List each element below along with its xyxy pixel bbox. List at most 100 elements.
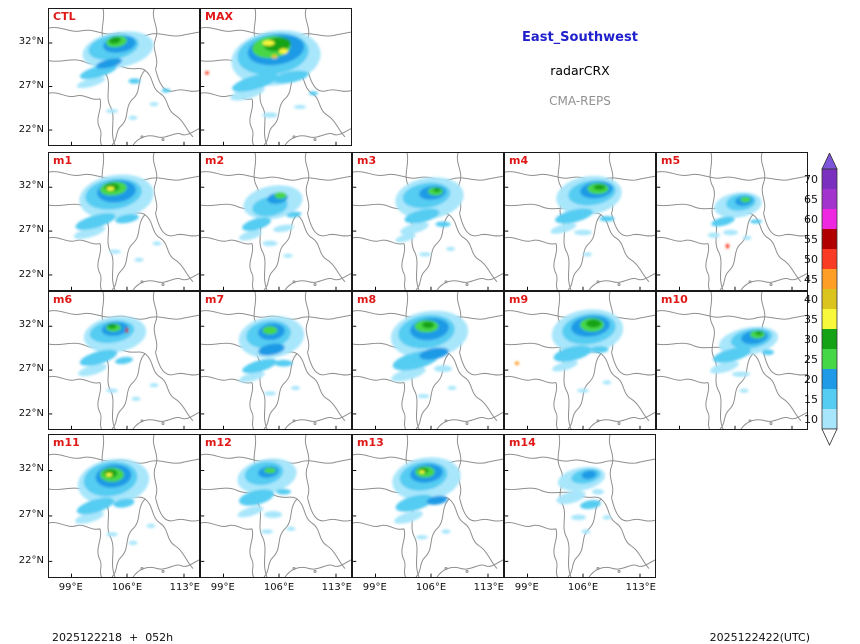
panel-map — [201, 435, 351, 577]
panel-m8: m8 — [352, 291, 504, 430]
radar-echoes — [708, 192, 762, 249]
panel-m7: m7 — [200, 291, 352, 430]
lon-tick-label: 99°E — [514, 582, 539, 593]
panel-label: m11 — [53, 436, 80, 449]
panel-map — [49, 9, 199, 145]
lat-tick-label: 22°N — [18, 268, 44, 280]
province-outlines — [657, 153, 807, 290]
lon-tick-label: 106°E — [415, 582, 447, 593]
panel-map — [657, 153, 807, 290]
radar-echoes — [75, 458, 156, 546]
colorbar-tick-label: 10 — [804, 413, 818, 426]
lat-tick-label: 27°N — [18, 79, 44, 91]
colorbar-tick-label: 25 — [804, 353, 818, 366]
lon-tick-label: 113°E — [169, 582, 200, 593]
lon-tick-label: 99°E — [58, 582, 83, 593]
axis-ticks — [505, 326, 640, 429]
radar-echoes — [514, 309, 624, 393]
lon-tick-label: 106°E — [263, 582, 295, 593]
radar-echoes — [78, 316, 159, 401]
panel-map — [353, 292, 503, 429]
panel-m1: m1 — [48, 152, 200, 291]
panel-label: m1 — [53, 154, 73, 167]
lat-tick-label: 22°N — [18, 123, 44, 135]
axis-ticks — [505, 187, 640, 290]
radar-echoes — [710, 326, 779, 393]
panel-label: CTL — [53, 10, 76, 23]
panel-m10: m10 — [656, 291, 808, 430]
radar-echoes — [556, 466, 612, 534]
axis-ticks — [505, 471, 640, 578]
lon-tick-label: 99°E — [362, 582, 387, 593]
colorbar-tick-label: 55 — [804, 233, 818, 246]
footer-init-line1: 2025122218 + 052h — [52, 631, 174, 644]
axis-ticks — [201, 471, 336, 578]
colorbar-tick-label: 65 — [804, 193, 818, 206]
colorbar-over-arrow — [821, 152, 838, 170]
panel-label: m14 — [509, 436, 536, 449]
axis-ticks — [201, 326, 336, 429]
lat-tick-label: 27°N — [18, 509, 44, 521]
colorbar-tick-label: 35 — [804, 313, 818, 326]
lat-tick-label: 32°N — [18, 179, 44, 191]
province-outlines — [353, 435, 503, 577]
lon-tick-label: 106°E — [111, 582, 143, 593]
footer-init-times: 2025122218 + 052h 2025122302 + 052h — [52, 600, 173, 644]
panel-MAX: MAX — [200, 8, 352, 146]
axis-ticks — [201, 187, 336, 290]
radar-echoes — [390, 310, 469, 399]
axis-ticks — [353, 471, 488, 578]
footer-valid-times: 2025122422(UTC) 2025122506(CST) — [620, 600, 810, 644]
panel-label: m8 — [357, 293, 377, 306]
province-outlines — [505, 153, 655, 290]
panel-label: m6 — [53, 293, 73, 306]
colorbar-tick-label: 20 — [804, 373, 818, 386]
panel-label: m13 — [357, 436, 384, 449]
colorbar-tick-label: 15 — [804, 393, 818, 406]
panel-label: m4 — [509, 154, 529, 167]
panel-label: m5 — [661, 154, 681, 167]
lat-tick-label: 32°N — [18, 318, 44, 330]
panel-map — [201, 153, 351, 290]
province-outlines — [201, 153, 351, 290]
radar-echoes — [392, 457, 461, 540]
panel-label: m9 — [509, 293, 529, 306]
panel-m6: m6 — [48, 291, 200, 430]
panel-map — [657, 292, 807, 429]
axis-ticks — [49, 43, 184, 145]
panel-m12: m12 — [200, 434, 352, 578]
panel-m14: m14 — [504, 434, 656, 578]
panel-m5: m5 — [656, 152, 808, 291]
panel-map — [505, 435, 655, 577]
axis-ticks — [353, 326, 488, 429]
panel-m3: m3 — [352, 152, 504, 291]
panel-CTL: CTL — [48, 8, 200, 146]
radar-echoes — [239, 185, 303, 258]
radar-echoes — [73, 174, 162, 262]
radar-echoes — [237, 458, 297, 534]
province-outlines — [49, 9, 199, 145]
radar-echoes — [205, 30, 321, 118]
axis-ticks — [657, 326, 792, 429]
lon-tick-label: 106°E — [567, 582, 599, 593]
panel-label: m7 — [205, 293, 225, 306]
radar-echoes — [76, 31, 171, 120]
lat-tick-label: 32°N — [18, 35, 44, 47]
lon-tick-label: 113°E — [625, 582, 656, 593]
panel-map — [353, 153, 503, 290]
panel-label: m3 — [357, 154, 377, 167]
axis-ticks — [201, 43, 336, 145]
region-title: East_Southwest — [522, 30, 638, 45]
colorbar-tick-label: 40 — [804, 293, 818, 306]
axis-ticks — [657, 187, 792, 290]
lat-tick-label: 27°N — [18, 224, 44, 236]
panel-m2: m2 — [200, 152, 352, 291]
radar-echoes — [395, 177, 464, 257]
colorbar-tick-label: 30 — [804, 333, 818, 346]
panel-map — [49, 435, 199, 577]
model-title: CMA-REPS — [549, 94, 611, 108]
panel-map — [49, 292, 199, 429]
panel-map — [505, 153, 655, 290]
product-title: radarCRX — [550, 63, 610, 78]
colorbar-tick-label: 60 — [804, 213, 818, 226]
